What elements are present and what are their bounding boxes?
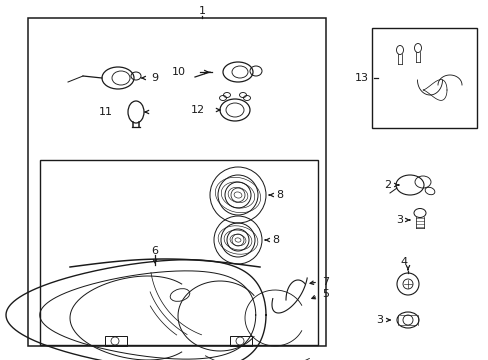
Text: 7: 7 <box>321 277 328 287</box>
Text: 3: 3 <box>395 215 402 225</box>
Text: 9: 9 <box>151 73 158 83</box>
Text: 2: 2 <box>383 180 390 190</box>
Text: 6: 6 <box>151 246 158 256</box>
Text: 4: 4 <box>400 257 407 267</box>
Text: 1: 1 <box>198 6 205 16</box>
Bar <box>105 336 127 346</box>
Bar <box>40 160 317 345</box>
Text: 3: 3 <box>375 315 382 325</box>
Text: 8: 8 <box>271 235 279 245</box>
Bar <box>28 18 325 346</box>
Text: 12: 12 <box>190 105 204 115</box>
Text: 10: 10 <box>172 67 185 77</box>
Text: 8: 8 <box>275 190 283 200</box>
Text: 11: 11 <box>99 107 113 117</box>
Bar <box>229 336 251 346</box>
Text: 5: 5 <box>321 289 328 299</box>
Text: 13: 13 <box>354 73 368 83</box>
Bar <box>371 28 476 128</box>
